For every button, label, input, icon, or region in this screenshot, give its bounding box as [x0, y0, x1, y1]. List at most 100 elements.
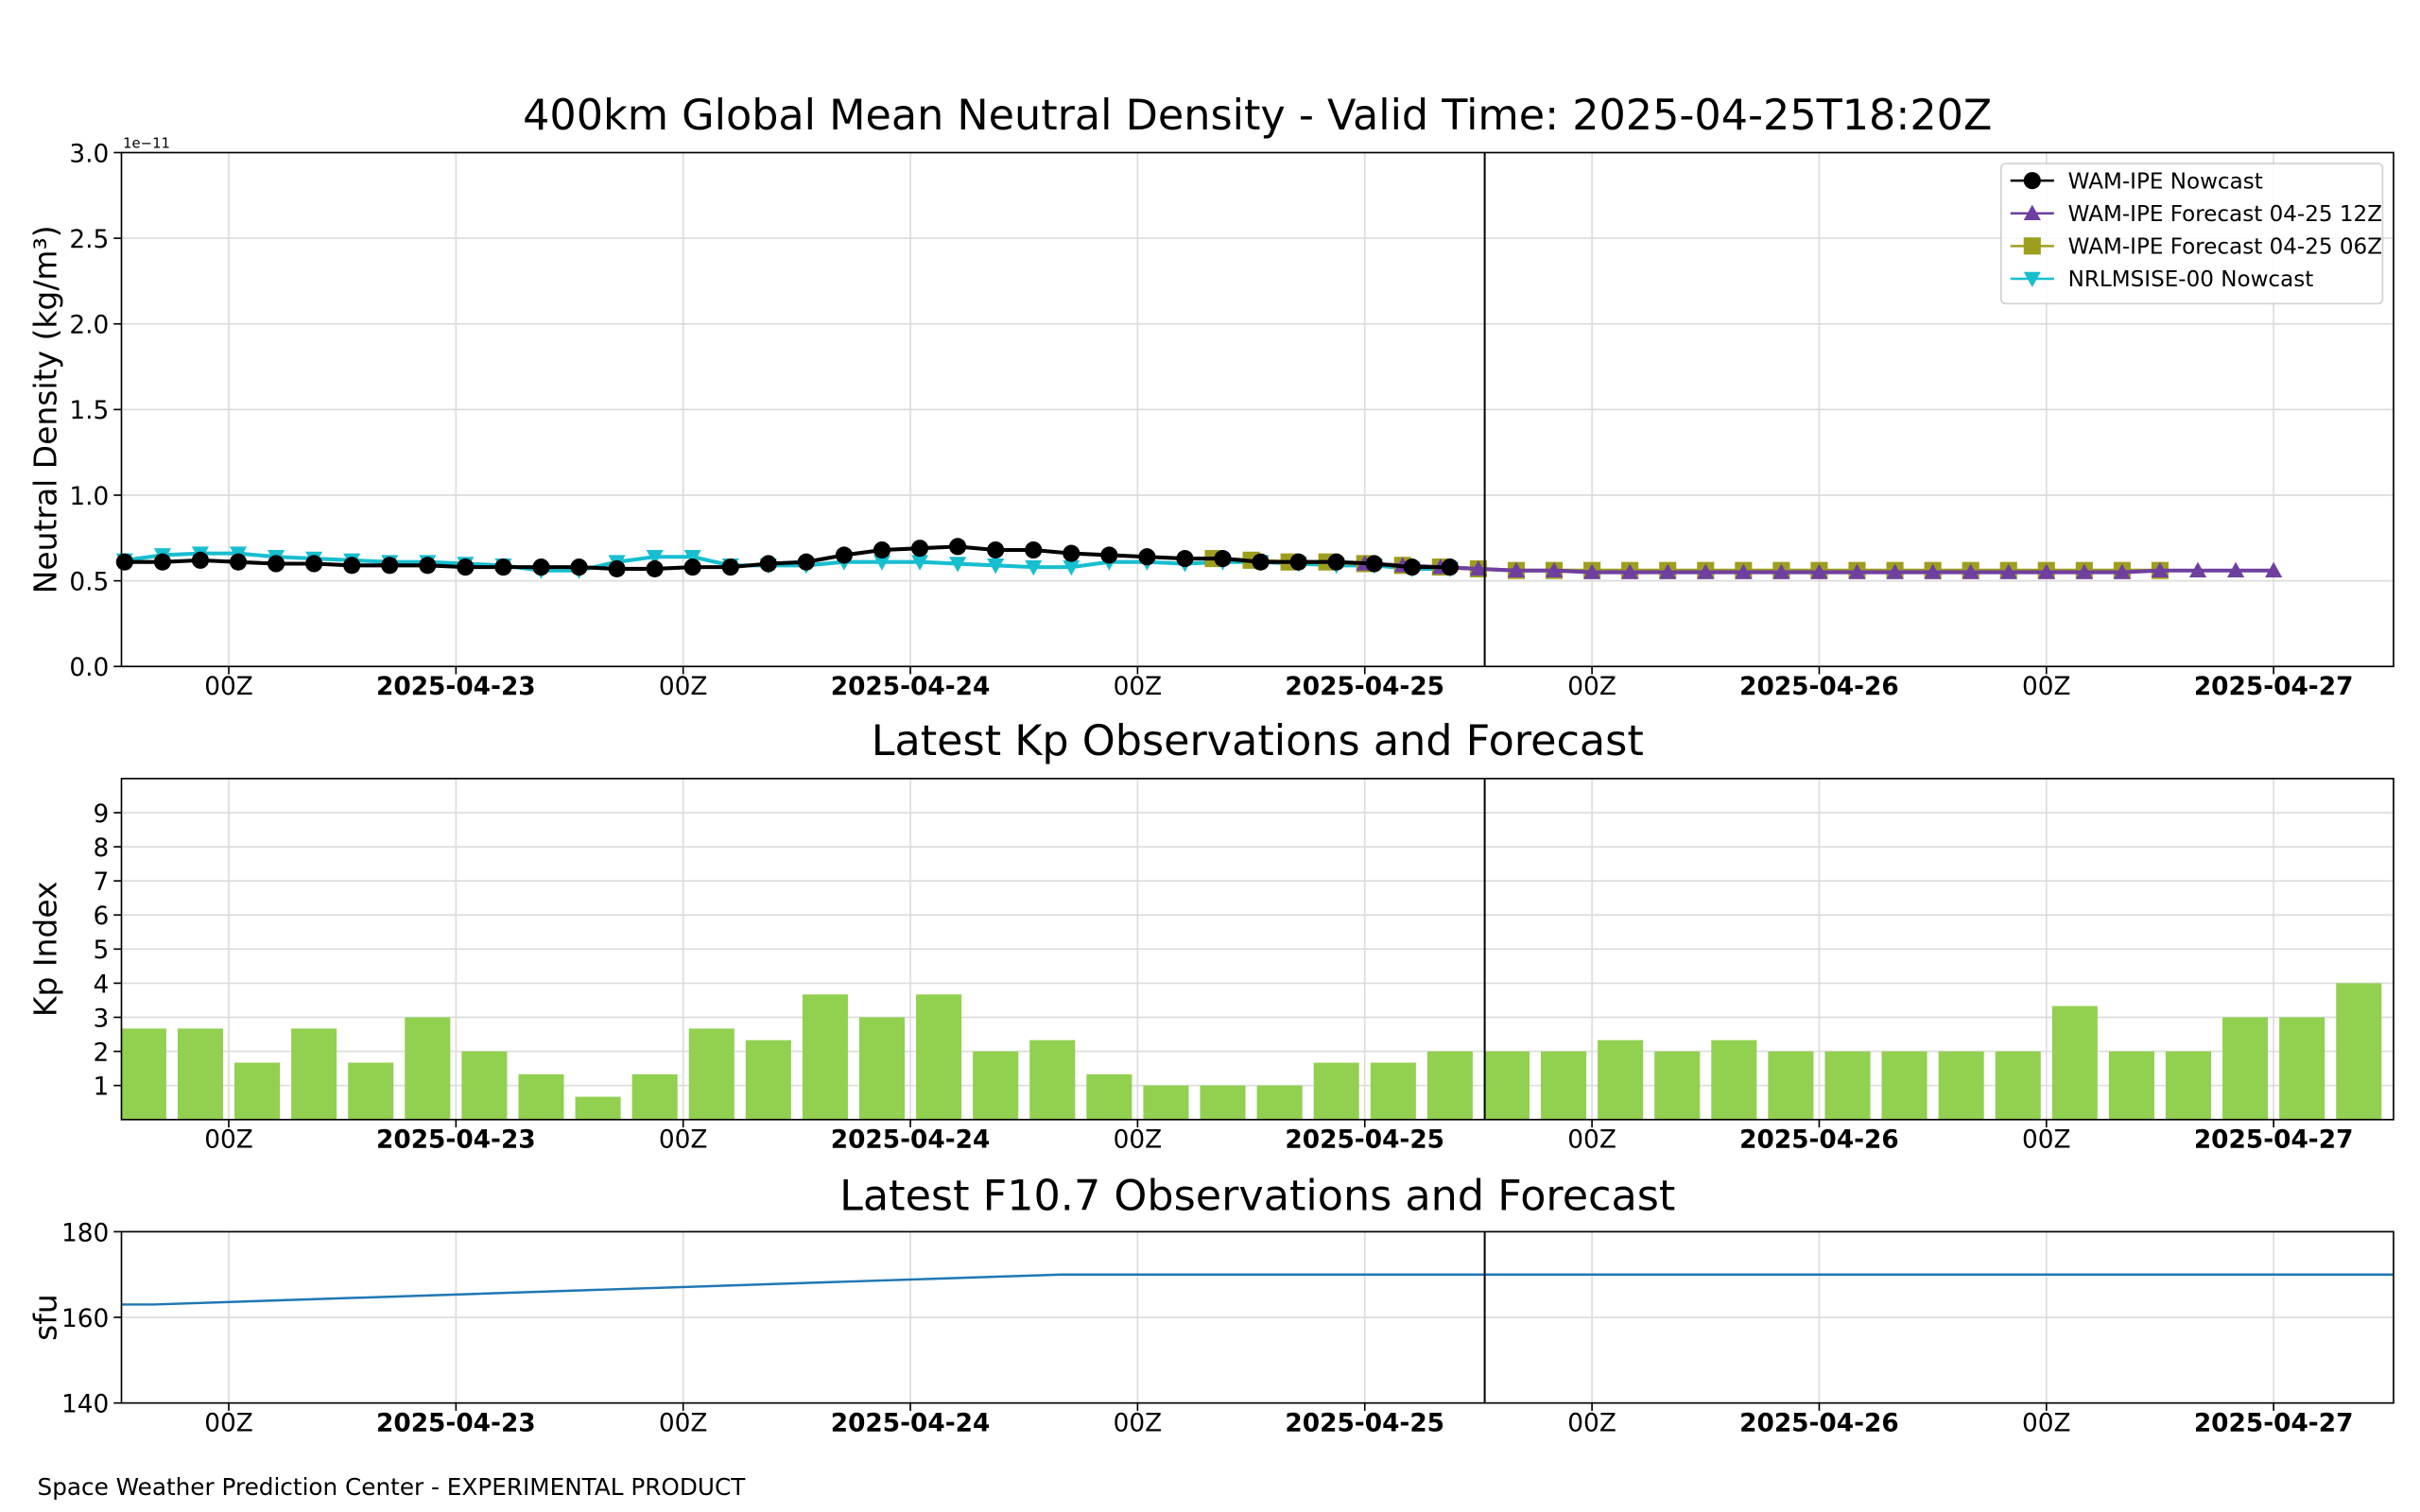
y-tick-label: 3.0 [69, 140, 109, 168]
y-tick-label: 1.5 [69, 397, 109, 425]
marker [910, 540, 929, 558]
marker [115, 553, 133, 571]
plot-frame [120, 778, 2394, 1121]
bar [1483, 1051, 1530, 1120]
bar [1541, 1051, 1587, 1120]
y-tick-label: 2.0 [69, 312, 109, 340]
x-tick-label: 00Z [204, 1409, 253, 1437]
plot-frame [120, 1230, 2394, 1404]
marker [153, 553, 171, 571]
bar [1938, 1051, 1984, 1120]
marker [949, 538, 967, 556]
x-tick-label: 2025-04-24 [831, 1125, 991, 1154]
marker [1214, 549, 1232, 568]
marker [873, 555, 891, 571]
bar [916, 994, 962, 1120]
bar [745, 1040, 791, 1120]
x-tick-label: 00Z [659, 1125, 708, 1154]
marker [949, 557, 967, 573]
bar [1881, 1051, 1927, 1120]
y-tick-label: 3 [94, 1005, 110, 1033]
legend-marker [2023, 271, 2041, 288]
x-tick-label: 2025-04-23 [376, 1409, 536, 1437]
marker [646, 559, 664, 577]
marker [646, 549, 664, 566]
marker [381, 557, 399, 575]
marker [987, 558, 1005, 575]
y-tick-label: 4 [94, 971, 110, 999]
y-tick-label: 7 [94, 868, 110, 897]
marker [457, 558, 475, 576]
marker [1772, 563, 1790, 579]
marker [343, 557, 361, 575]
marker [1025, 559, 1043, 576]
bar [1768, 1051, 1814, 1120]
marker [2188, 561, 2207, 577]
y-tick-label: 2.5 [69, 226, 109, 254]
x-tick-label: 00Z [1567, 673, 1616, 701]
bar [973, 1051, 1019, 1120]
marker [683, 558, 701, 576]
bar [2336, 983, 2382, 1120]
bar [461, 1051, 508, 1120]
bar [1200, 1085, 1246, 1120]
bar [348, 1062, 394, 1120]
marker [2151, 561, 2169, 577]
bar [2279, 1017, 2325, 1120]
x-tick-label: 00Z [659, 673, 708, 701]
legend-label: WAM-IPE Forecast 04-25 12Z [2068, 202, 2382, 227]
bar [2222, 1017, 2269, 1120]
marker [987, 541, 1005, 559]
y-axis-label: sfu [26, 1294, 63, 1341]
bar [1143, 1085, 1189, 1120]
footer: Space Weather Prediction Center - EXPERI… [38, 1473, 747, 1501]
chart-title: Latest Kp Observations and Forecast [872, 717, 1644, 765]
marker [1999, 563, 2017, 579]
bar [1824, 1051, 1871, 1120]
marker [1810, 563, 1828, 579]
marker [570, 558, 588, 576]
y-tick-label: 5 [94, 936, 110, 965]
marker [229, 553, 248, 571]
bar [1313, 1062, 1359, 1120]
marker [1545, 561, 1564, 577]
marker [608, 559, 626, 577]
x-tick-label: 00Z [1567, 1409, 1616, 1437]
bar [518, 1074, 564, 1120]
x-tick-label: 2025-04-26 [1739, 673, 1899, 701]
marker [2265, 561, 2283, 577]
bar [631, 1074, 678, 1120]
y-tick-label: 140 [61, 1391, 109, 1419]
marker [1697, 563, 1715, 579]
marker [2075, 563, 2093, 579]
x-tick-label: 00Z [1114, 1409, 1163, 1437]
bar [2165, 1051, 2212, 1120]
marker [1848, 563, 1866, 579]
y-tick-label: 1.0 [69, 483, 109, 511]
y-tick-label: 2 [94, 1039, 110, 1067]
x-tick-label: 2025-04-24 [831, 1409, 991, 1437]
marker [1507, 561, 1526, 577]
x-tick-label: 00Z [204, 673, 253, 701]
marker [1063, 559, 1080, 576]
marker [268, 555, 285, 573]
marker [1735, 563, 1753, 579]
bar [120, 1028, 166, 1120]
marker [494, 558, 512, 576]
marker [1886, 563, 1904, 579]
bar [1426, 1051, 1473, 1120]
legend-label: WAM-IPE Nowcast [2068, 169, 2263, 194]
bar [1995, 1051, 2041, 1120]
marker [1365, 555, 1383, 573]
marker [1252, 553, 1270, 571]
marker [305, 555, 323, 573]
x-tick-label: 00Z [1114, 1125, 1163, 1154]
legend-marker [2023, 204, 2041, 220]
x-tick-label: 00Z [2022, 673, 2071, 701]
marker [2227, 561, 2245, 577]
bar [1598, 1040, 1644, 1120]
bar [802, 994, 848, 1120]
y-tick-label: 180 [61, 1219, 109, 1247]
y-tick-label: 1 [94, 1074, 110, 1102]
y-tick-label: 0.0 [69, 654, 109, 682]
